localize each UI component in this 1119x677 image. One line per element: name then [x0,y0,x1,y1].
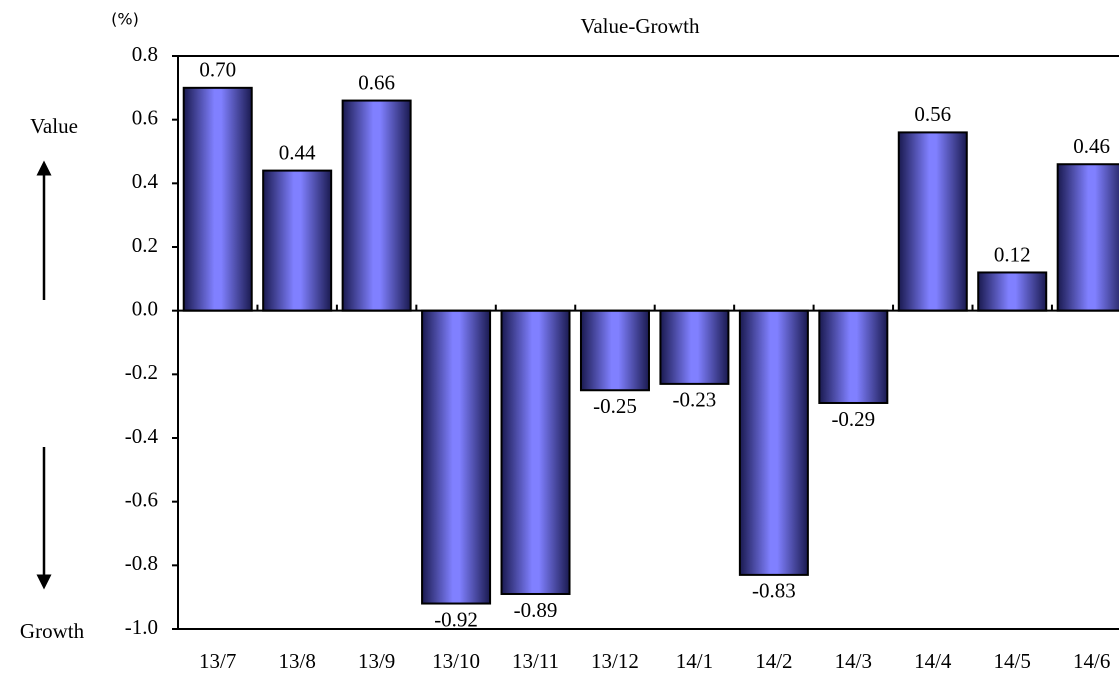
value-label: -0.89 [514,598,558,622]
annotation: Growth [20,619,85,643]
bar [1056,163,1119,312]
x-tick-label: 13/7 [199,649,236,673]
y-tick-label: -0.2 [125,360,158,384]
value-label: -0.92 [434,607,478,631]
value-label: -0.25 [593,394,637,418]
y-tick-label: 0.2 [132,233,158,257]
value-label: -0.83 [752,579,796,603]
bar [579,309,650,392]
x-tick-label: 13/11 [512,649,559,673]
value-label: 0.46 [1073,134,1110,158]
value-label: 0.70 [199,58,236,82]
unit-label: (%) [111,10,139,29]
annotation: Value [30,114,78,138]
x-tick-label: 14/5 [994,649,1031,673]
chart-title: Value-Growth [581,14,700,38]
y-tick-label: 0.0 [132,296,158,320]
x-tick-label: 13/10 [432,649,480,673]
x-tick-label: 13/8 [279,649,316,673]
value-label: 0.66 [358,70,395,94]
bar [659,309,730,385]
y-tick-label: -1.0 [125,615,158,639]
y-tick-label: 0.4 [132,169,159,193]
y-tick-label: -0.8 [125,551,158,575]
x-tick-label: 13/9 [358,649,395,673]
y-tick-label: 0.6 [132,105,158,129]
value-label: 0.44 [279,140,316,164]
y-tick-label: -0.6 [125,487,158,511]
bar [500,309,571,595]
value-label: -0.29 [831,407,875,431]
plot-frame [177,55,1119,630]
x-tick-label: 14/2 [755,649,792,673]
x-tick-label: 13/12 [591,649,639,673]
value-label: 0.12 [994,242,1031,266]
bar [897,131,968,312]
x-tick-label: 14/4 [914,649,952,673]
bar [341,99,412,312]
x-tick-label: 14/3 [835,649,872,673]
value-label: 0.56 [914,102,951,126]
bar [818,309,889,404]
x-tick-label: 14/6 [1073,649,1110,673]
bar [182,86,253,312]
bar [977,271,1048,312]
y-tick-label: 0.8 [132,42,158,66]
value-label: -0.23 [673,388,717,412]
bar [262,169,333,312]
y-tick-label: -0.4 [125,424,159,448]
bar [738,309,809,576]
bar [421,309,492,605]
x-tick-label: 14/1 [676,649,713,673]
